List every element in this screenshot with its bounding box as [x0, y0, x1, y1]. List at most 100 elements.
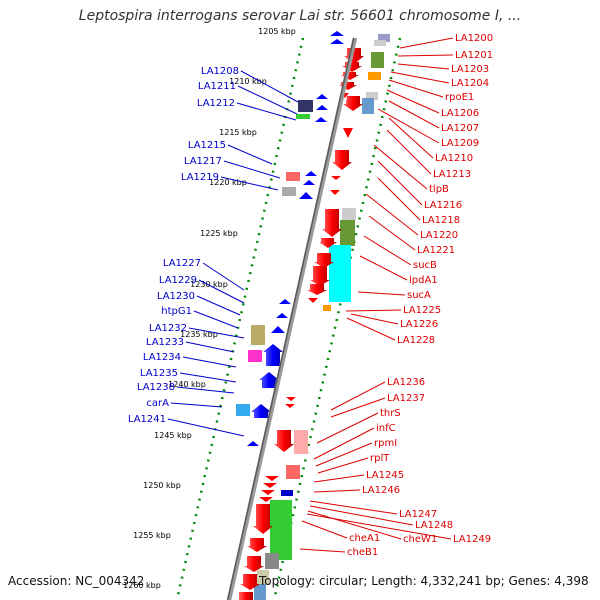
gene-label: LA1217 [184, 156, 222, 167]
rna-block [368, 72, 381, 80]
label-leader-line [176, 386, 235, 394]
forward-gene-arrow [307, 284, 327, 295]
kbp-tick-label: 1250 kbp [143, 481, 181, 490]
kbp-tick-label: 1240 kbp [168, 380, 206, 389]
reverse-gene-arrow [263, 344, 283, 366]
forward-gene-arrow [239, 592, 253, 600]
gene-label: LA1219 [181, 172, 219, 183]
label-leader-line [317, 457, 369, 474]
kbp-tick-label: 1205 kbp [258, 27, 296, 36]
gene-label: LA1229 [159, 275, 197, 286]
gene-label: lpdA1 [409, 275, 438, 286]
kbp-tick-label: 1235 kbp [180, 330, 218, 339]
rna-block [257, 570, 269, 584]
label-leader-line [330, 397, 386, 418]
reverse-gene-arrow [259, 372, 279, 388]
kbp-tick-label: 1245 kbp [154, 431, 192, 440]
label-leader-line [236, 102, 297, 121]
label-leader-line [357, 291, 406, 296]
label-leader-line [193, 310, 239, 329]
gene-label: LA1220 [420, 230, 458, 241]
label-leader-line [388, 79, 444, 98]
label-leader-line [309, 500, 398, 515]
gene-label: thrS [380, 408, 401, 419]
forward-gene-arrow [263, 483, 277, 488]
label-leader-line [397, 54, 454, 57]
gene-label: LA1246 [362, 485, 400, 496]
label-leader-line [223, 160, 281, 179]
gene-label: LA1236 [387, 377, 425, 388]
kbp-tick-label: 1225 kbp [200, 229, 238, 238]
gene-label: LA1245 [366, 470, 404, 481]
kbp-tick-label: 1230 kbp [190, 280, 228, 289]
rna-block [294, 430, 308, 454]
rna-block [286, 172, 300, 181]
gene-label-layer: LA1208 LA1211 LA1212 LA1215 LA1217 LA1219 LA12… [128, 33, 493, 558]
gene-label: LA1241 [128, 414, 166, 425]
gene-label: LA1203 [451, 64, 489, 75]
gene-arrows [239, 31, 364, 600]
label-leader-line [377, 160, 423, 206]
gene-label: LA1233 [146, 337, 184, 348]
label-leader-line [315, 442, 373, 467]
label-leader-line [309, 505, 414, 526]
gene-label: LA1221 [417, 245, 455, 256]
gene-label: LA1248 [415, 520, 453, 531]
reverse-gene-arrow [251, 404, 271, 418]
label-leader-line [198, 279, 245, 304]
gene-label: LA1204 [451, 78, 489, 89]
rna-block [248, 350, 262, 362]
label-leader-line [377, 108, 440, 144]
gene-label: cheB1 [347, 547, 378, 558]
label-leader-line [313, 474, 365, 483]
label-leader-line [299, 548, 346, 553]
forward-gene-arrow [244, 556, 264, 572]
reverse-gene-arrow [276, 313, 288, 318]
label-leader-line [397, 63, 450, 70]
gene-label: LA1225 [403, 305, 441, 316]
gene-label: LA1206 [441, 108, 479, 119]
label-leader-line [301, 520, 348, 539]
kbp-tick-label: 1255 kbp [133, 531, 171, 540]
gene-label: LA1211 [198, 81, 236, 92]
reverse-gene-arrow [305, 171, 317, 176]
rna-block [236, 404, 250, 416]
gene-label: rpmI [374, 438, 397, 449]
label-leader-layer [167, 37, 454, 553]
feature-blocks [236, 34, 390, 600]
gene-label: tlpB [429, 184, 449, 195]
reverse-gene-arrow [330, 31, 344, 36]
label-leader-line [386, 129, 432, 175]
rna-block [296, 114, 310, 119]
label-leader-line [170, 402, 223, 408]
label-leader-line [196, 295, 241, 316]
label-leader-line [390, 71, 450, 84]
reverse-gene-arrow [330, 39, 344, 44]
gene-label: LA1213 [433, 169, 471, 180]
forward-gene-arrow [343, 96, 363, 111]
forward-gene-arrow [322, 209, 342, 237]
rna-block [270, 500, 292, 560]
forward-gene-arrow [332, 150, 352, 170]
label-leader-line [388, 117, 434, 159]
backbone [226, 37, 358, 600]
topology-text: Topology: circular; Length: 4,332,241 bp… [259, 574, 589, 588]
reverse-gene-arrow [315, 117, 327, 122]
forward-gene-arrow [308, 298, 318, 303]
label-leader-line [316, 412, 379, 444]
gene-label: LA1249 [453, 534, 491, 545]
forward-gene-arrow [286, 397, 296, 401]
forward-gene-arrow [247, 538, 267, 552]
forward-gene-arrow [319, 238, 337, 248]
reverse-gene-arrow [271, 326, 285, 333]
gene-label: rplT [370, 453, 390, 464]
label-leader-line [202, 262, 245, 291]
gene-label: LA1237 [387, 393, 425, 404]
kbp-tick-label: 1220 kbp [209, 178, 247, 187]
label-leader-line [350, 313, 399, 325]
reverse-gene-arrow [316, 94, 328, 99]
label-leader-line [179, 372, 237, 383]
gene-label: LA1216 [424, 200, 462, 211]
rna-block [286, 465, 300, 479]
